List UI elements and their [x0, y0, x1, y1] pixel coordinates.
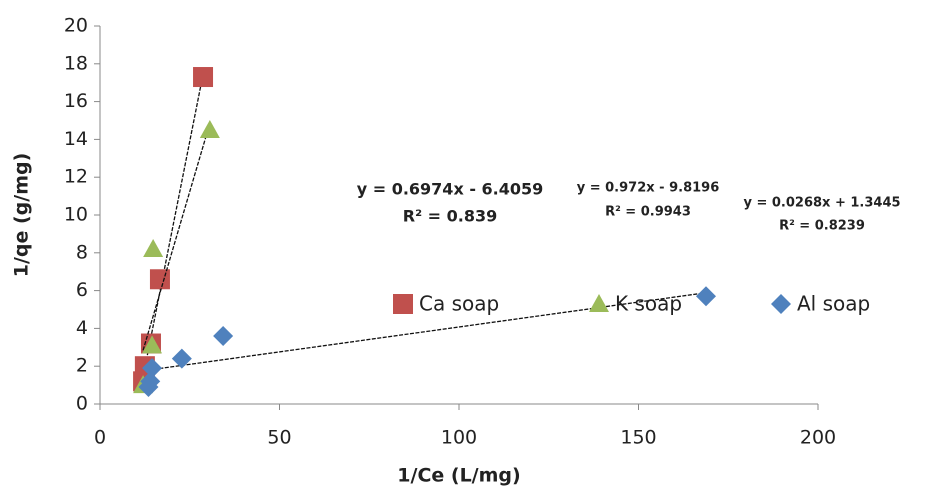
legend-marker [771, 294, 791, 314]
legend-label: Al soap [797, 292, 870, 316]
legend-marker [589, 294, 609, 312]
y-tick-label: 10 [64, 204, 88, 226]
trendline-equation: y = 0.0268x + 1.3445 [743, 196, 900, 211]
point [140, 371, 161, 392]
point [199, 119, 220, 138]
point [193, 67, 214, 88]
legend-label: K soap [615, 292, 682, 316]
point [143, 239, 164, 258]
point [149, 269, 170, 290]
x-tick-label: 150 [620, 427, 656, 449]
trendline [148, 292, 707, 371]
legend-marker [393, 294, 413, 314]
y-tick-label: 2 [76, 355, 88, 377]
trendline-equation: y = 0.972x - 9.8196 [577, 181, 720, 196]
y-tick-label: 4 [76, 317, 88, 339]
y-tick-label: 12 [64, 166, 88, 188]
y-tick-label: 16 [64, 90, 88, 112]
point [213, 325, 234, 346]
x-axis-title: 1/Ce (L/mg) [397, 465, 520, 487]
y-tick-label: 18 [64, 52, 88, 74]
point [171, 348, 192, 369]
y-tick-label: 8 [76, 241, 88, 263]
x-tick-label: 50 [267, 427, 291, 449]
legend-label: Ca soap [419, 292, 499, 316]
y-tick-label: 20 [64, 15, 88, 37]
point [142, 358, 163, 379]
y-tick-label: 6 [76, 279, 88, 301]
x-tick-label: 100 [441, 427, 477, 449]
trendline [142, 74, 204, 377]
y-tick-label: 0 [76, 393, 88, 415]
trendline-equation: R² = 0.8239 [779, 219, 865, 234]
trendline [142, 123, 211, 351]
y-tick-label: 14 [64, 128, 88, 150]
x-tick-label: 200 [800, 427, 836, 449]
point [695, 286, 716, 307]
y-axis-title: 1/qe (g/mg) [11, 153, 33, 278]
point [142, 335, 163, 354]
trendline-equation: R² = 0.9943 [605, 205, 691, 220]
x-tick-label: 0 [94, 427, 106, 449]
trendline-equation: y = 0.6974x - 6.4059 [357, 180, 544, 199]
trendline-equation: R² = 0.839 [403, 207, 497, 226]
